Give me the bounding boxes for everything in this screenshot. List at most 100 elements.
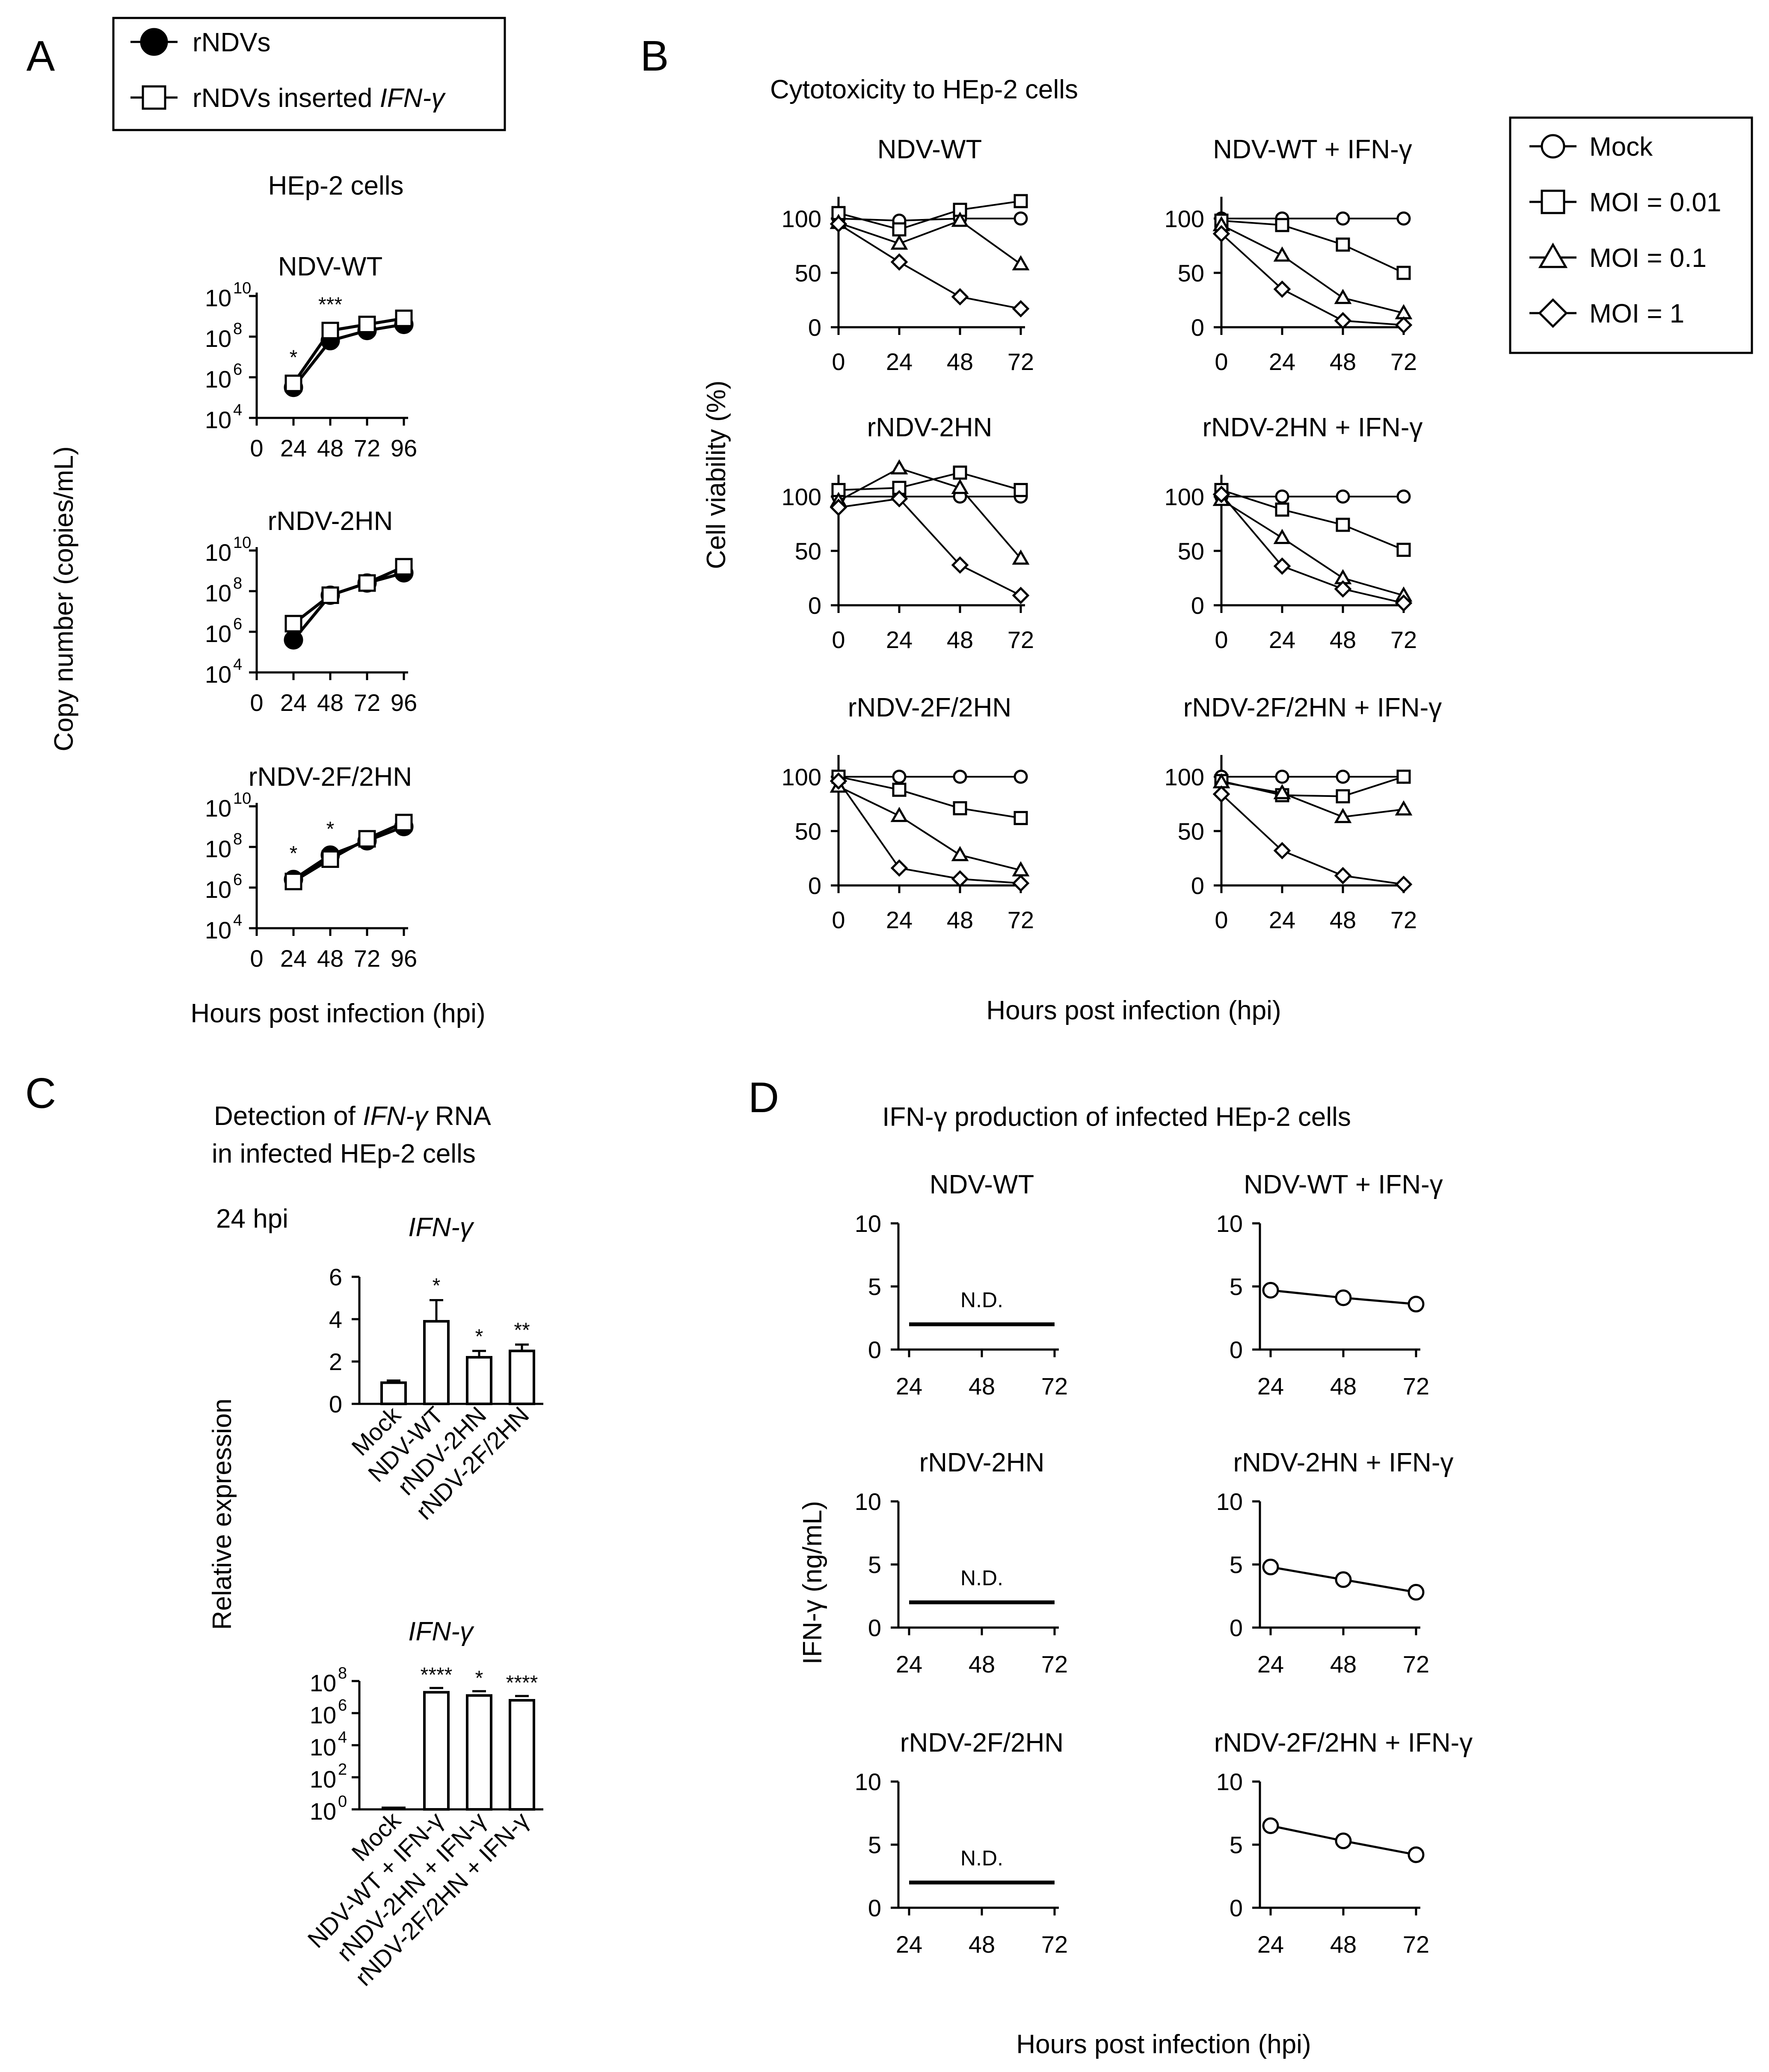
panel-b-subplot-ndv-wt: NDV-WT 0 50 100 0 24 48 72 — [782, 135, 1034, 375]
x-tick-label: 24 — [280, 945, 307, 972]
point-moi-0-1 — [1334, 808, 1352, 823]
series-line-moi-0-01 — [838, 471, 1021, 491]
panel-label-c: C — [25, 1069, 56, 1117]
panel-c-ylabel: Relative expression — [207, 1398, 237, 1630]
legend-label: MOI = 0.1 — [1589, 243, 1707, 273]
y-tick-label-exp: 2 — [338, 1761, 347, 1779]
y-tick-label-exp: 4 — [233, 912, 242, 929]
x-tick-label: 48 — [317, 435, 344, 462]
series-line-moi-1 — [838, 780, 1021, 884]
point-rndvs-ifn — [321, 322, 339, 340]
series-line-moi-1 — [1221, 494, 1404, 604]
x-tick-label: 48 — [1330, 1373, 1357, 1400]
y-tick-label-exp: 6 — [338, 1696, 347, 1714]
point-mock — [1336, 770, 1350, 784]
x-tick-label: 0 — [1215, 906, 1228, 933]
bar-rndv-2f-2hn — [509, 1350, 535, 1405]
x-tick-label: 0 — [832, 626, 845, 653]
panel-d-subplot-rndv-2f-2hn: rNDV-2F/2HN 0 5 10 24 48 72 N.D. — [855, 1728, 1068, 1958]
point-moi-0-01 — [1336, 237, 1350, 252]
x-tick-label: 24 — [1269, 626, 1295, 653]
series-line-rndvs-inserted-ifn — [293, 821, 405, 883]
point-moi-1 — [1334, 580, 1352, 598]
panel-d-subplot-rndv-2f-2hn-ifn: rNDV-2F/2HN + IFN-γ 0 5 10 24 48 72 — [1214, 1728, 1473, 1958]
point-rndvs-ifn — [284, 615, 302, 633]
y-tick-label: 50 — [795, 538, 821, 565]
y-tick-label-base: 10 — [205, 835, 231, 862]
y-tick-label: 0 — [329, 1391, 342, 1418]
x-tick-label: 0 — [832, 348, 845, 375]
series-line-moi-0-1 — [838, 467, 1022, 559]
x-tick-label: 0 — [250, 945, 263, 972]
x-tick-label: 24 — [896, 1373, 922, 1400]
y-tick-label-base: 10 — [205, 620, 231, 647]
y-tick-label: 0 — [1191, 592, 1204, 619]
x-tick-label: 0 — [250, 435, 263, 462]
point-moi-1 — [1334, 312, 1352, 330]
x-tick-label: 24 — [886, 906, 913, 933]
y-tick-label-exp: 10 — [233, 279, 251, 297]
significance-mark: ** — [514, 1319, 530, 1341]
bar-rndv-2hn — [466, 1356, 492, 1406]
y-tick-label: 10 — [1216, 1768, 1243, 1795]
point-moi-1 — [890, 253, 908, 271]
x-tick-label: 96 — [391, 435, 417, 462]
x-tick-label: 72 — [1007, 348, 1034, 375]
y-tick-label: 0 — [868, 1894, 881, 1921]
subplot-title: rNDV-2HN — [867, 413, 993, 442]
y-tick-label: 100 — [1165, 764, 1204, 790]
y-tick-label: 0 — [1191, 872, 1204, 899]
point-moi-0-01 — [1396, 266, 1411, 280]
panel-d-xlabel: Hours post infection (hpi) — [1016, 2030, 1311, 2059]
point-rndvs-ifn — [358, 830, 376, 848]
y-tick-label-base: 10 — [310, 1766, 336, 1793]
point-moi-1 — [1334, 867, 1352, 885]
panel-label-b: B — [640, 32, 669, 80]
x-tick-label: 72 — [354, 689, 380, 716]
panel-a: rNDVs rNDVs inserted IFN-γ HEp-2 cells Copy… — [49, 17, 506, 1028]
series-line-moi-1 — [838, 497, 1021, 596]
y-tick-label-exp: 6 — [233, 871, 242, 889]
point-moi-0-01 — [1336, 789, 1350, 804]
subplot-title: rNDV-2F/2HN — [848, 693, 1011, 722]
point-moi-1 — [1395, 594, 1413, 612]
legend-marker-open-diamond — [1538, 298, 1568, 328]
significance-mark: * — [326, 818, 335, 841]
point-moi-0-01 — [892, 782, 907, 797]
x-tick-label: 72 — [1041, 1373, 1068, 1400]
nd-label: N.D. — [960, 1288, 1003, 1312]
point-moi-0-1 — [890, 459, 908, 475]
panel-label-d: D — [748, 1074, 779, 1122]
point-rndvs-ifn — [321, 850, 339, 868]
x-tick-label: 72 — [1403, 1373, 1429, 1400]
x-tick-label: 72 — [1041, 1931, 1068, 1958]
point-rndvs — [284, 630, 303, 650]
panel-c-heading-post: RNA — [428, 1101, 492, 1131]
x-tick-label: 0 — [1215, 348, 1228, 375]
data-point — [1335, 1289, 1352, 1306]
panel-a-legend: rNDVs rNDVs inserted IFN-γ — [112, 17, 506, 131]
y-tick-label: 50 — [795, 260, 821, 287]
point-moi-0-01 — [1013, 811, 1028, 825]
point-moi-1 — [1395, 876, 1413, 893]
x-tick-label: 48 — [969, 1651, 995, 1678]
y-tick-label-base: 10 — [310, 1669, 336, 1696]
point-moi-1 — [890, 490, 908, 508]
y-tick-label: 10 — [1216, 1488, 1243, 1515]
y-tick-label: 0 — [808, 872, 821, 899]
panel-c-heading: Detection of IFN-γ RNA — [214, 1101, 491, 1131]
point-rndvs-ifn — [321, 586, 339, 604]
panel-label-a: A — [27, 32, 55, 80]
x-tick-label: 0 — [250, 689, 263, 716]
series-line-rndvs-inserted-ifn — [292, 317, 404, 385]
point-moi-0-1 — [1012, 549, 1030, 565]
y-tick-label-base: 10 — [205, 539, 231, 566]
panel-b: Cytotoxicity to HEp-2 cells Cell viabilit… — [702, 75, 1753, 1025]
subplot-title: NDV-WT + IFN-γ — [1244, 1170, 1443, 1199]
y-tick-label: 0 — [1230, 1336, 1243, 1363]
significance-mark: **** — [421, 1664, 453, 1686]
panel-a-legend-box — [112, 17, 506, 131]
y-tick-label-base: 10 — [205, 366, 231, 393]
